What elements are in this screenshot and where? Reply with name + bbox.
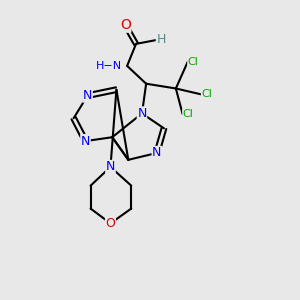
Text: O: O (120, 18, 131, 32)
Text: N: N (81, 135, 90, 148)
Text: Cl: Cl (188, 57, 199, 67)
Text: N: N (106, 160, 115, 173)
Text: O: O (106, 217, 116, 230)
Text: N: N (137, 107, 147, 120)
Text: Cl: Cl (183, 109, 194, 119)
Text: N: N (152, 146, 161, 160)
Text: N: N (83, 89, 92, 102)
Text: H: H (156, 33, 166, 46)
Text: H−N: H−N (96, 61, 122, 71)
Text: Cl: Cl (201, 89, 212, 99)
